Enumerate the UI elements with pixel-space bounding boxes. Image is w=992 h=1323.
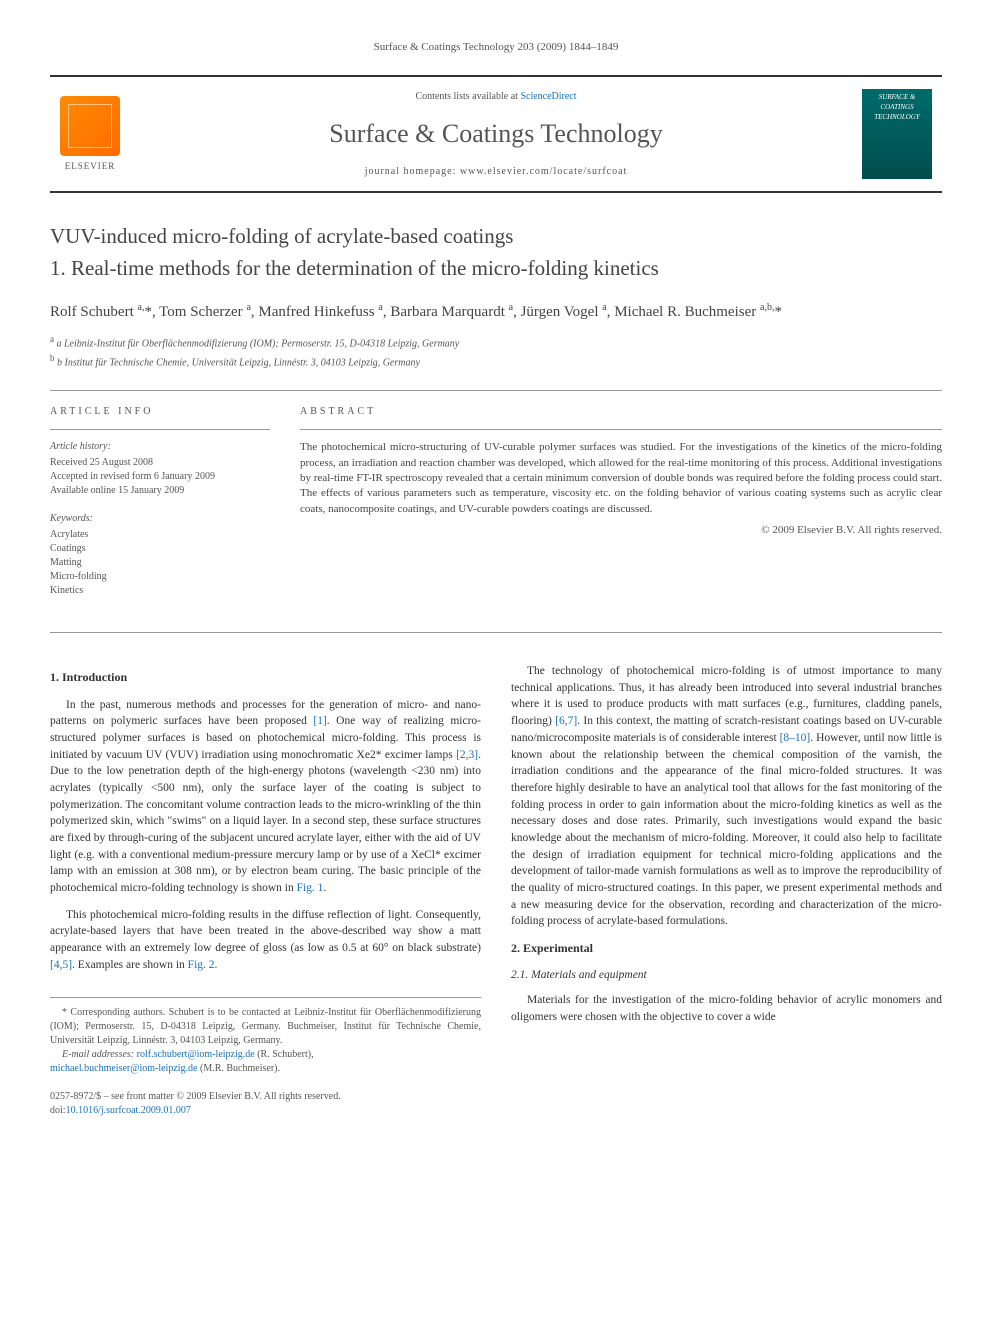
abstract-text: The photochemical micro-structuring of U… (300, 440, 942, 517)
contents-prefix: Contents lists available at (415, 91, 520, 102)
fig-link[interactable]: Fig. 2 (188, 959, 215, 971)
divider (300, 429, 942, 430)
info-abstract-row: ARTICLE INFO Article history: Received 2… (50, 405, 942, 612)
masthead: ELSEVIER Contents lists available at Sci… (50, 75, 942, 193)
article-subtitle: 1. Real-time methods for the determinati… (50, 255, 942, 282)
divider (50, 429, 270, 430)
corresponding-text: * Corresponding authors. Schubert is to … (50, 1006, 481, 1048)
email-line: E-mail addresses: rolf.schubert@iom-leip… (50, 1048, 481, 1062)
article-info: ARTICLE INFO Article history: Received 2… (50, 405, 270, 612)
history-label: Article history: (50, 440, 270, 454)
fig-link[interactable]: Fig. 1 (297, 882, 324, 894)
materials-heading: 2.1. Materials and equipment (511, 967, 942, 984)
keyword: Matting (50, 556, 270, 570)
journal-cover-icon: SURFACE & COATINGS TECHNOLOGY (862, 89, 932, 179)
masthead-center: Contents lists available at ScienceDirec… (130, 90, 862, 178)
ref-link[interactable]: [2,3] (456, 749, 478, 761)
copyright-footer-line: 0257-8972/$ – see front matter © 2009 El… (50, 1090, 481, 1104)
online-date: Available online 15 January 2009 (50, 484, 270, 498)
journal-homepage: journal homepage: www.elsevier.com/locat… (150, 165, 842, 179)
keywords-block: Keywords: Acrylates Coatings Matting Mic… (50, 512, 270, 598)
email-link[interactable]: michael.buchmeiser@iom-leipzig.de (50, 1063, 198, 1074)
body-paragraph: In the past, numerous methods and proces… (50, 697, 481, 897)
contents-available-line: Contents lists available at ScienceDirec… (150, 90, 842, 104)
email-label: E-mail addresses: (62, 1049, 137, 1060)
journal-cover-block: SURFACE & COATINGS TECHNOLOGY (862, 89, 942, 179)
divider (50, 390, 942, 391)
experimental-heading: 2. Experimental (511, 940, 942, 957)
email-link[interactable]: rolf.schubert@iom-leipzig.de (137, 1049, 255, 1060)
abstract-heading: ABSTRACT (300, 405, 942, 419)
article-title: VUV-induced micro-folding of acrylate-ba… (50, 223, 942, 250)
intro-heading: 1. Introduction (50, 669, 481, 686)
accepted-date: Accepted in revised form 6 January 2009 (50, 470, 270, 484)
email-line-2: michael.buchmeiser@iom-leipzig.de (M.R. … (50, 1062, 481, 1076)
sciencedirect-link[interactable]: ScienceDirect (520, 91, 576, 102)
abstract-column: ABSTRACT The photochemical micro-structu… (300, 405, 942, 612)
keyword: Micro-folding (50, 570, 270, 584)
elsevier-label: ELSEVIER (65, 160, 116, 173)
keyword: Acrylates (50, 528, 270, 542)
keyword: Kinetics (50, 584, 270, 598)
corresponding-footer: * Corresponding authors. Schubert is to … (50, 997, 481, 1118)
elsevier-block: ELSEVIER (50, 96, 130, 173)
ref-link[interactable]: [8–10] (780, 732, 811, 744)
affiliations: a a Leibniz-Institut für Oberflächenmodi… (50, 333, 942, 370)
ref-link[interactable]: [1] (313, 715, 326, 727)
journal-title: Surface & Coatings Technology (150, 116, 842, 152)
article-history-block: Article history: Received 25 August 2008… (50, 440, 270, 498)
divider (50, 632, 942, 633)
keyword: Coatings (50, 542, 270, 556)
ref-link[interactable]: [4,5] (50, 959, 72, 971)
keywords-label: Keywords: (50, 512, 270, 526)
author-list: Rolf Schubert a,*, Tom Scherzer a, Manfr… (50, 300, 942, 324)
body-paragraph: The technology of photochemical micro-fo… (511, 663, 942, 930)
left-column: 1. Introduction In the past, numerous me… (50, 663, 481, 1118)
doi-link[interactable]: 10.1016/j.surfcoat.2009.01.007 (66, 1105, 191, 1116)
page-header: Surface & Coatings Technology 203 (2009)… (50, 40, 942, 55)
elsevier-logo-icon (60, 96, 120, 156)
affiliation-b: b b Institut für Technische Chemie, Univ… (50, 352, 942, 370)
body-paragraph: This photochemical micro-folding results… (50, 907, 481, 974)
body-columns: 1. Introduction In the past, numerous me… (50, 663, 942, 1118)
received-date: Received 25 August 2008 (50, 456, 270, 470)
affiliation-a: a a Leibniz-Institut für Oberflächenmodi… (50, 333, 942, 351)
homepage-prefix: journal homepage: (365, 166, 460, 177)
body-paragraph: Materials for the investigation of the m… (511, 992, 942, 1025)
abstract-copyright: © 2009 Elsevier B.V. All rights reserved… (300, 523, 942, 538)
ref-link[interactable]: [6,7] (555, 715, 577, 727)
doi-line: doi:10.1016/j.surfcoat.2009.01.007 (50, 1104, 481, 1118)
article-info-heading: ARTICLE INFO (50, 405, 270, 419)
right-column: The technology of photochemical micro-fo… (511, 663, 942, 1118)
homepage-url: www.elsevier.com/locate/surfcoat (460, 166, 627, 177)
